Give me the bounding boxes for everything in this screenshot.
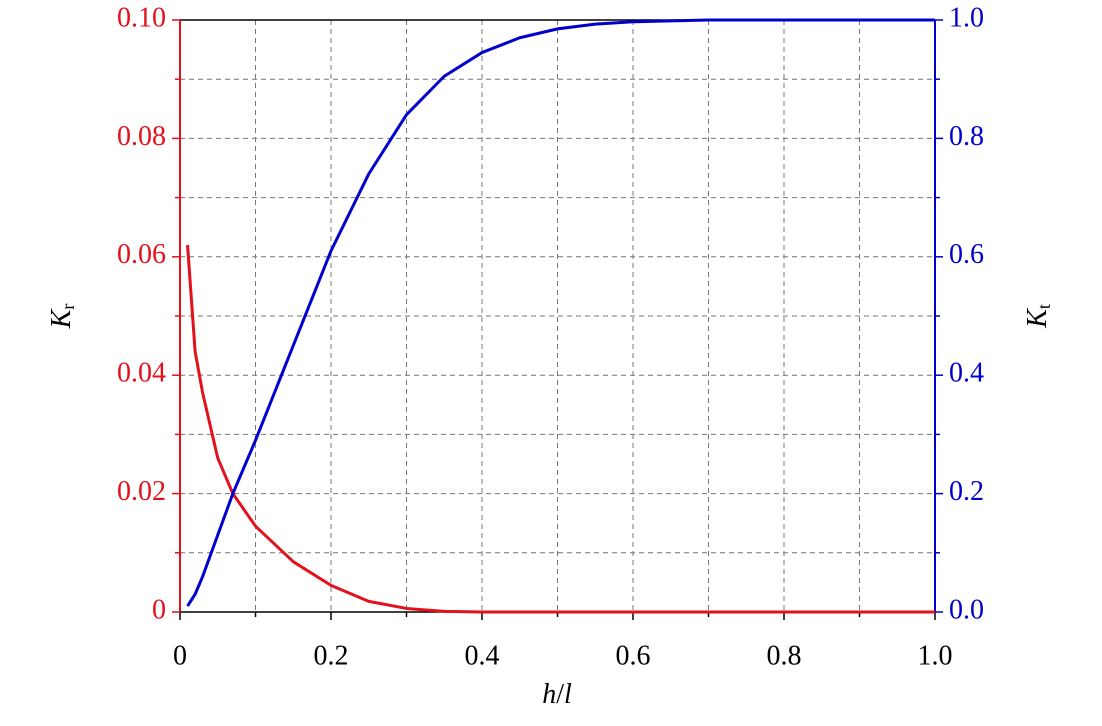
y2-label-sub: t	[1034, 304, 1054, 309]
x-label-end: l	[564, 679, 572, 710]
y-tick-label: 0.02	[117, 476, 166, 507]
x-tick-label: 0.2	[314, 640, 349, 671]
y-tick-label: 0.10	[117, 2, 166, 33]
x-tick-label: 1.0	[918, 640, 953, 671]
y2-tick-label: 0.2	[949, 476, 984, 507]
y2-tick-label: 0.6	[949, 239, 984, 270]
y2-tick-label: 0.8	[949, 121, 984, 152]
y-tick-label: 0	[152, 594, 166, 625]
x-tick-label: 0.8	[767, 640, 802, 671]
x-label-main: h	[542, 679, 556, 710]
x-tick-label: 0.6	[616, 640, 651, 671]
data-line	[186, 18, 935, 607]
y2-tick-label: 0.4	[949, 358, 984, 389]
y-tick-label: 0.04	[117, 358, 166, 389]
y2-axis-label: Kt	[1022, 304, 1054, 329]
y-label-main: K	[46, 308, 77, 329]
x-tick-label: 0	[173, 640, 187, 671]
x-tick-label: 0.4	[465, 640, 500, 671]
data-line	[186, 244, 935, 614]
y-tick-label: 0.06	[117, 239, 166, 270]
y-tick-label: 0.08	[117, 121, 166, 152]
y-label-sub: r	[58, 304, 78, 310]
x-label-slash: /	[556, 679, 564, 710]
y2-tick-label: 1.0	[949, 2, 984, 33]
y2-tick-label: 0.0	[949, 594, 984, 625]
x-axis-label: h/l	[542, 679, 572, 710]
y2-label-main: K	[1022, 308, 1053, 329]
y-axis-label: Kr	[46, 304, 78, 330]
